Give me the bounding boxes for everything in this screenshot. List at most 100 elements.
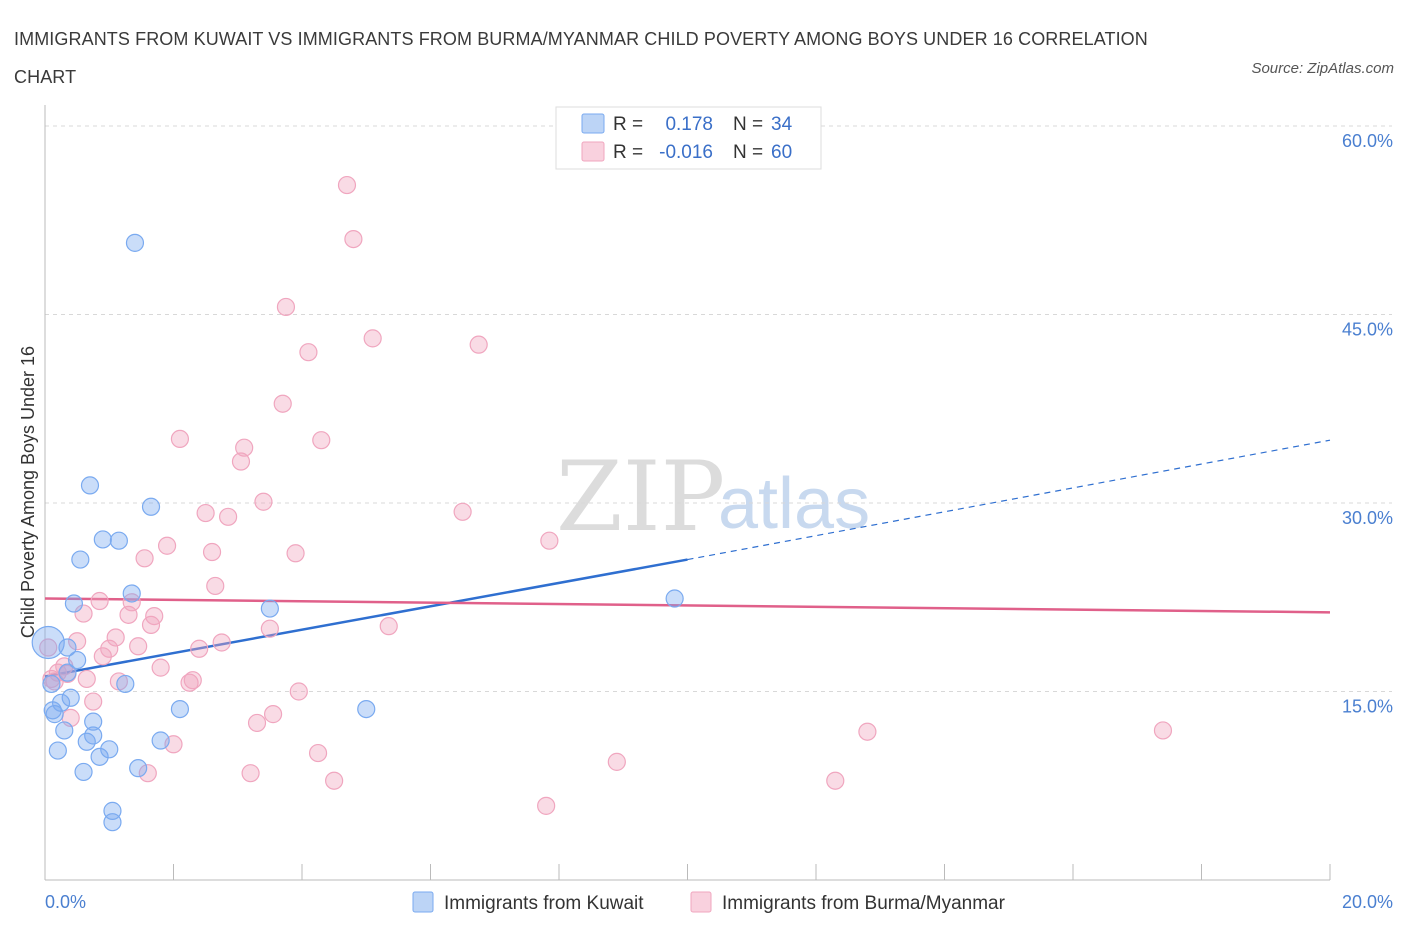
data-point-burma bbox=[263, 705, 283, 724]
data-point-burma bbox=[289, 682, 308, 701]
data-point-kuwait bbox=[141, 497, 161, 516]
data-point-burma bbox=[231, 452, 251, 471]
trend-line-kuwait bbox=[44, 558, 688, 678]
data-point-kuwait bbox=[129, 759, 148, 778]
legend-swatch-burma bbox=[581, 141, 605, 162]
data-point-burma bbox=[93, 647, 112, 666]
data-point-burma bbox=[90, 591, 109, 611]
data-point-burma bbox=[607, 752, 626, 771]
data-point-kuwait bbox=[125, 233, 145, 252]
data-point-burma bbox=[84, 692, 103, 711]
data-point-burma bbox=[219, 507, 238, 526]
data-point-burma bbox=[77, 669, 96, 689]
data-point-burma bbox=[260, 619, 279, 638]
legend-n-label: N = bbox=[733, 142, 763, 163]
data-point-burma bbox=[826, 771, 845, 790]
data-point-burma bbox=[202, 542, 222, 562]
data-point-kuwait bbox=[116, 674, 135, 694]
data-point-burma bbox=[247, 713, 267, 733]
data-point-burma bbox=[379, 617, 398, 636]
watermark-atlas: atlas bbox=[718, 464, 870, 544]
watermark-zip: ZIP bbox=[556, 441, 725, 553]
series-legend: Immigrants from Kuwait Immigrants from B… bbox=[412, 891, 1006, 914]
data-point-burma bbox=[135, 549, 154, 568]
data-point-kuwait bbox=[68, 650, 87, 670]
data-point-burma bbox=[68, 632, 87, 651]
legend-label-burma: Immigrants from Burma/Myanmar bbox=[722, 893, 1006, 914]
data-point-burma bbox=[344, 230, 363, 249]
legend-n-label: N = bbox=[733, 114, 763, 135]
data-point-burma bbox=[337, 175, 357, 195]
trend-line-kuwait-extension bbox=[687, 439, 1331, 561]
data-point-burma bbox=[858, 722, 877, 741]
data-point-burma bbox=[276, 297, 296, 317]
trend-line-burma bbox=[44, 597, 1331, 614]
data-point-kuwait bbox=[71, 550, 90, 569]
data-point-kuwait bbox=[31, 625, 65, 660]
data-point-burma bbox=[170, 429, 190, 449]
data-point-burma bbox=[540, 531, 559, 550]
data-point-burma bbox=[180, 673, 199, 692]
data-point-burma bbox=[145, 606, 164, 626]
data-point-kuwait bbox=[170, 699, 190, 719]
data-point-burma bbox=[39, 638, 58, 657]
data-point-burma bbox=[241, 764, 260, 783]
data-point-burma bbox=[254, 492, 273, 511]
data-point-kuwait bbox=[58, 638, 77, 657]
data-point-burma bbox=[537, 796, 556, 815]
legend-swatch-kuwait bbox=[412, 891, 434, 913]
data-point-kuwait bbox=[90, 747, 109, 766]
legend-n-value-burma: 60 bbox=[771, 142, 792, 163]
legend-r-label: R = bbox=[613, 142, 643, 163]
data-point-kuwait bbox=[122, 584, 141, 603]
data-point-burma bbox=[106, 628, 125, 647]
legend-swatch-burma bbox=[690, 891, 712, 913]
data-point-kuwait bbox=[260, 599, 279, 618]
data-point-burma bbox=[183, 671, 202, 690]
stats-legend: R = 0.178 N = 34 R = -0.016 N = 60 bbox=[555, 106, 822, 170]
data-point-burma bbox=[129, 637, 148, 656]
data-point-burma bbox=[212, 633, 231, 652]
y-tick-labels: 15.0% 30.0% 45.0% 60.0% bbox=[1342, 131, 1393, 717]
data-point-burma bbox=[299, 343, 318, 362]
x-tick-label: 0.0% bbox=[45, 892, 86, 912]
legend-r-value-burma: -0.016 bbox=[659, 142, 713, 163]
data-point-kuwait bbox=[80, 476, 100, 495]
data-point-burma bbox=[100, 639, 119, 658]
y-tick-label: 15.0% bbox=[1342, 697, 1393, 717]
y-axis-label: Child Poverty Among Boys Under 16 bbox=[18, 346, 38, 638]
data-point-burma bbox=[196, 503, 215, 523]
data-point-kuwait bbox=[357, 699, 376, 719]
data-point-burma bbox=[157, 536, 177, 555]
legend-r-label: R = bbox=[613, 114, 643, 135]
data-point-burma bbox=[453, 502, 472, 521]
watermark: ZIP atlas bbox=[556, 441, 870, 553]
data-point-kuwait bbox=[100, 740, 119, 759]
data-point-burma bbox=[151, 658, 170, 677]
data-point-kuwait bbox=[84, 726, 103, 745]
x-tick-label: 20.0% bbox=[1342, 892, 1393, 912]
source-label: Source: ZipAtlas.com bbox=[1251, 60, 1394, 77]
y-tick-label: 45.0% bbox=[1342, 320, 1393, 340]
y-tick-label: 30.0% bbox=[1342, 508, 1393, 528]
data-point-kuwait bbox=[109, 531, 128, 550]
data-point-burma bbox=[138, 764, 157, 783]
y-tick-label: 60.0% bbox=[1342, 131, 1393, 151]
data-point-kuwait bbox=[64, 594, 84, 613]
data-point-burma bbox=[312, 431, 331, 450]
data-point-kuwait bbox=[45, 705, 64, 724]
legend-label-kuwait: Immigrants from Kuwait bbox=[444, 893, 644, 914]
data-point-kuwait bbox=[103, 813, 122, 832]
data-point-burma bbox=[363, 329, 382, 348]
data-point-burma bbox=[235, 438, 254, 457]
data-point-burma bbox=[308, 743, 328, 763]
chart-title: IMMIGRANTS FROM KUWAIT VS IMMIGRANTS FRO… bbox=[14, 29, 1148, 87]
data-point-kuwait bbox=[42, 674, 61, 694]
data-point-burma bbox=[273, 394, 292, 413]
series-kuwait-points bbox=[31, 233, 684, 832]
data-point-kuwait bbox=[84, 712, 103, 731]
axes bbox=[44, 105, 1331, 881]
data-point-burma bbox=[325, 771, 344, 790]
data-point-kuwait bbox=[61, 688, 80, 707]
